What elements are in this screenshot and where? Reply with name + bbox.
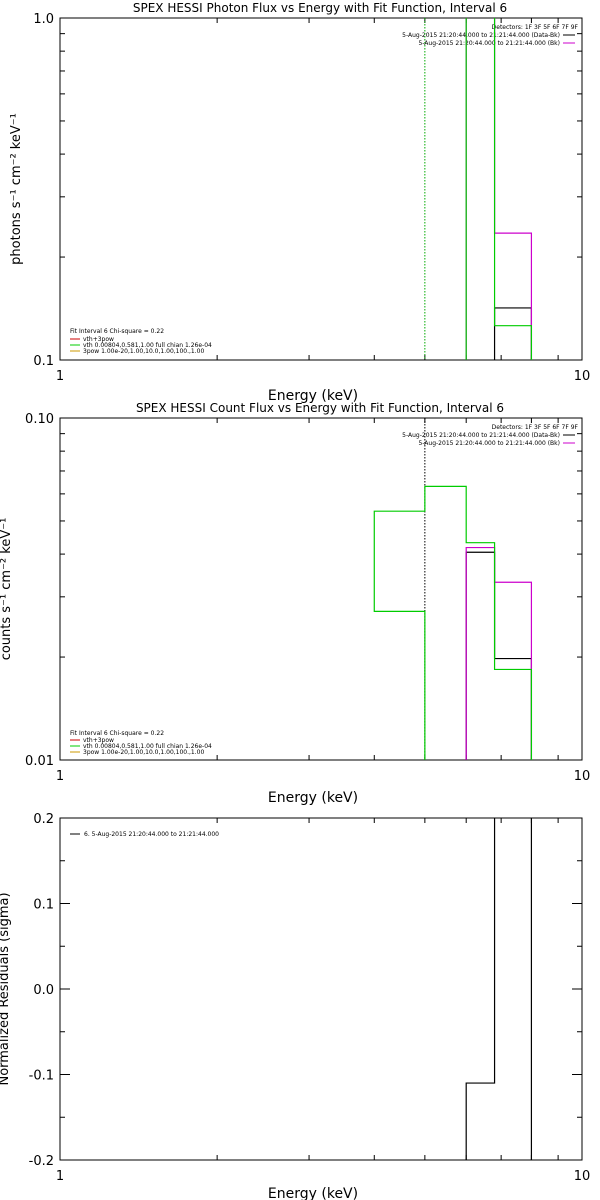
count-flux-series-data-bk [465, 551, 533, 760]
residuals-x-tick-label: 1 [56, 1169, 64, 1184]
count-flux-marks: 1 10 0.01 0.10 [25, 412, 590, 784]
photon-flux-legend-entry-bk: 5-Aug-2015 21:20:44.000 to 21:21:44.000 … [418, 40, 560, 47]
count-flux-xlabel: Energy (keV) [268, 790, 358, 806]
count-flux-legend-header: Detectors: 1F 3F 5F 6F 7F 9F [492, 424, 579, 431]
photon-flux-legend-entry-data-bk: 5-Aug-2015 21:20:44.000 to 21:21:44.000 … [402, 32, 560, 39]
count-flux-fit-vth: vth 0.00804,0.581,1.00 full chian 1.26e-… [83, 743, 212, 750]
residuals-marks: 1 10 -0.2 -0.1 0.0 0.1 0.2 [29, 812, 591, 1184]
photon-flux-fit-vth: vth 0.00804,0.581,1.00 full chian 1.26e-… [83, 342, 212, 349]
residuals-legend-entry: 6. 5-Aug-2015 21:20:44.000 to 21:21:44.0… [84, 831, 219, 838]
photon-flux-title: SPEX HESSI Photon Flux vs Energy with Fi… [133, 1, 507, 15]
photon-flux-x-tick-label: 1 [56, 369, 64, 384]
photon-flux-fit-info: Fit Interval 6 Chi-square = 0.22 [70, 328, 164, 335]
residuals-y-tick-label: 0.0 [33, 983, 54, 998]
residuals-x-tick-label: 10 [574, 1169, 591, 1184]
count-flux-fit-total: vth+3pow [83, 737, 114, 744]
photon-flux-y-tick-label: 0.1 [33, 354, 54, 369]
count-flux-y-tick-label: 0.01 [25, 754, 54, 769]
count-flux-plot-frame [59, 417, 583, 761]
count-flux-y-tick-label: 0.10 [25, 412, 54, 427]
photon-flux-series-data-bk [493, 307, 533, 360]
photon-flux-marks: 1 10 0.1 1.0 [33, 12, 590, 384]
residuals-series-residuals [465, 818, 533, 1160]
count-flux-legend-entry-data-bk: 5-Aug-2015 21:20:44.000 to 21:21:44.000 … [402, 432, 560, 439]
photon-flux-series-vth-3pow [465, 18, 533, 360]
residuals-y-tick-label: -0.2 [29, 1154, 54, 1169]
photon-flux-plot-frame [59, 17, 583, 361]
photon-flux-legend-header: Detectors: 1F 3F 5F 6F 7F 9F [492, 24, 579, 31]
count-flux-x-tick-label: 1 [56, 769, 64, 784]
count-flux-legend-entry-bk: 5-Aug-2015 21:20:44.000 to 21:21:44.000 … [418, 440, 560, 447]
photon-flux-xlabel: Energy (keV) [268, 388, 358, 404]
residuals-ylabel: Normalized Residuals (sigma) [0, 892, 12, 1085]
count-flux-series-vth-3pow [373, 485, 533, 760]
residuals-y-tick-label: -0.1 [29, 1069, 54, 1084]
count-flux-ylabel: counts s⁻¹ cm⁻² keV⁻¹ [0, 518, 14, 661]
residuals-y-tick-label: 0.1 [33, 898, 54, 913]
photon-flux-panel: SPEX HESSI Photon Flux vs Energy with Fi… [9, 1, 583, 404]
count-flux-series-bk [465, 546, 533, 760]
photon-flux-fit-3pow: 3pow 1.00e-20,1.00,10.0,1.00,100.,1.00 [83, 348, 204, 355]
residuals-y-tick-label: 0.2 [33, 812, 54, 827]
count-flux-fit-3pow: 3pow 1.00e-20,1.00,10.0,1.00,100.,1.00 [83, 749, 204, 756]
photon-flux-x-tick-label: 10 [574, 369, 591, 384]
count-flux-fit-info: Fit Interval 6 Chi-square = 0.22 [70, 730, 164, 737]
photon-flux-y-tick-label: 1.0 [33, 12, 54, 27]
residuals-xlabel: Energy (keV) [268, 1186, 358, 1200]
residuals-plot-frame [59, 817, 583, 1161]
photon-flux-ylabel: photons s⁻¹ cm⁻² keV⁻¹ [9, 113, 24, 265]
photon-flux-fit-total: vth+3pow [83, 336, 114, 343]
count-flux-title: SPEX HESSI Count Flux vs Energy with Fit… [136, 401, 504, 415]
count-flux-panel: SPEX HESSI Count Flux vs Energy with Fit… [0, 401, 583, 806]
count-flux-x-tick-label: 10 [574, 769, 591, 784]
